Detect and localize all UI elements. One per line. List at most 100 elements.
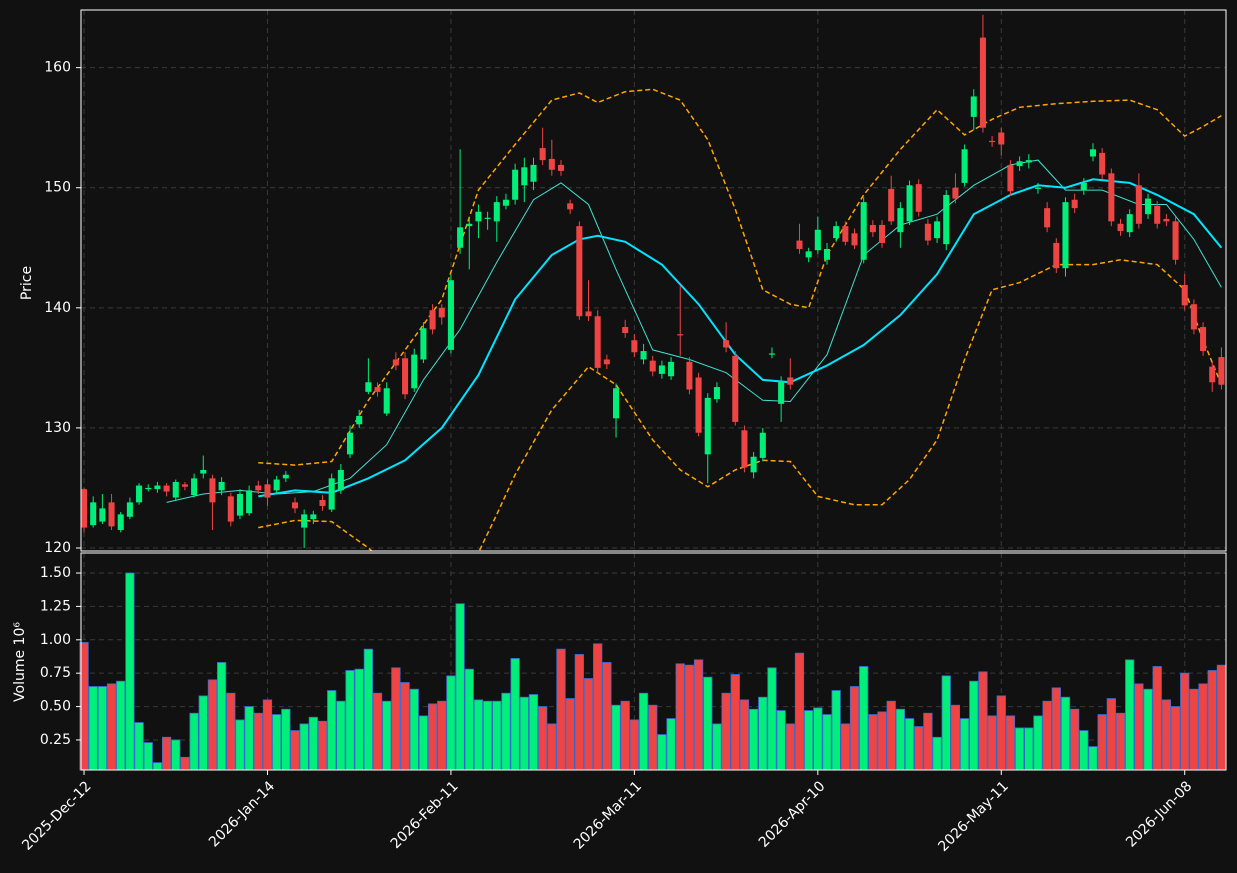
candles bbox=[81, 14, 1225, 548]
candle-body bbox=[1117, 223, 1124, 231]
volume-bar bbox=[1024, 727, 1034, 771]
volume-bar bbox=[106, 683, 117, 771]
candle-body bbox=[567, 203, 574, 210]
candle-body bbox=[420, 328, 427, 360]
volume-bar bbox=[455, 603, 465, 771]
candle-body bbox=[191, 478, 198, 496]
y-tick-label: 140 bbox=[44, 300, 71, 316]
candle-body bbox=[502, 199, 509, 206]
volume-bar bbox=[648, 704, 658, 771]
candle-body bbox=[796, 240, 803, 249]
volume-bar bbox=[510, 658, 520, 771]
candle-body bbox=[658, 365, 665, 374]
volume-bar bbox=[400, 682, 410, 771]
candle-body bbox=[1209, 366, 1216, 383]
candle-body bbox=[1080, 182, 1087, 191]
volume-bar bbox=[372, 692, 383, 771]
volume-bar bbox=[987, 715, 997, 771]
volume-bar bbox=[794, 652, 805, 771]
volume-frame bbox=[80, 552, 1227, 771]
candle-body bbox=[915, 184, 922, 212]
volume-bar bbox=[1033, 715, 1043, 771]
volume-bar bbox=[125, 572, 135, 771]
candle-body bbox=[869, 224, 876, 233]
candle-body bbox=[979, 37, 986, 128]
candle-body bbox=[512, 169, 519, 200]
candle-body bbox=[310, 514, 317, 520]
price-axis-label: Price bbox=[19, 266, 35, 300]
candle-body bbox=[530, 164, 537, 182]
volume-bar bbox=[849, 686, 860, 771]
candle-body bbox=[1163, 218, 1170, 222]
candle-body bbox=[613, 388, 620, 419]
volume-bar bbox=[840, 723, 850, 771]
candle-body bbox=[99, 508, 106, 522]
volume-bar bbox=[528, 694, 539, 771]
volume-bar bbox=[1088, 746, 1098, 771]
volume-bar bbox=[216, 662, 227, 771]
candle-body bbox=[778, 381, 785, 404]
candle-body bbox=[961, 149, 968, 183]
candle-body bbox=[888, 188, 895, 222]
candle-body bbox=[392, 359, 399, 366]
volume-bar bbox=[1143, 688, 1153, 771]
volume-bar bbox=[327, 690, 337, 771]
candle-body bbox=[402, 358, 409, 395]
volume-bar bbox=[299, 723, 309, 771]
volume-bar bbox=[437, 700, 447, 771]
candle-body bbox=[521, 167, 528, 186]
candle-body bbox=[750, 456, 757, 473]
candle-body bbox=[493, 202, 500, 222]
candle-body bbox=[723, 340, 730, 348]
candle-body bbox=[879, 224, 886, 243]
volume-bar bbox=[418, 715, 429, 771]
volume-bar bbox=[748, 708, 759, 771]
candle-body bbox=[145, 487, 152, 490]
candle-body bbox=[1172, 221, 1179, 260]
volume-bar bbox=[602, 662, 612, 771]
candle-body bbox=[576, 226, 583, 317]
candle-body bbox=[851, 233, 858, 246]
volume-bar bbox=[629, 719, 639, 771]
candle-body bbox=[90, 502, 97, 526]
candle-body bbox=[1044, 208, 1051, 228]
candle-body bbox=[126, 502, 133, 517]
volume-bar bbox=[959, 718, 970, 771]
candle-body bbox=[209, 478, 216, 503]
volume-bar bbox=[831, 690, 841, 771]
volume-bar bbox=[1152, 666, 1162, 771]
candle-body bbox=[741, 430, 748, 468]
candle-body bbox=[383, 388, 390, 414]
volume-bar bbox=[409, 688, 419, 771]
candle-body bbox=[1126, 214, 1133, 233]
candle-body bbox=[447, 280, 454, 350]
volume-bar bbox=[198, 695, 208, 771]
volume-bar bbox=[446, 675, 456, 771]
volume-bar bbox=[703, 676, 713, 771]
y-tick-label: 0.25 bbox=[40, 732, 71, 748]
candle-body bbox=[117, 514, 124, 530]
candle-body bbox=[319, 499, 326, 506]
volume-bar bbox=[97, 686, 107, 771]
candle-body bbox=[227, 496, 234, 522]
volume-bar bbox=[923, 712, 933, 771]
candle-body bbox=[713, 387, 720, 400]
volume-bar bbox=[1106, 698, 1116, 771]
volume-bar bbox=[88, 686, 98, 771]
candle-body bbox=[970, 96, 977, 117]
volume-bar bbox=[1115, 712, 1126, 771]
volume-bar bbox=[941, 675, 951, 771]
overlay-line bbox=[258, 88, 1222, 466]
volume-bar bbox=[932, 736, 942, 771]
y-tick-label: 1.25 bbox=[40, 598, 71, 614]
candle-body bbox=[897, 208, 904, 233]
candle-body bbox=[365, 382, 372, 392]
volume-bar bbox=[116, 680, 126, 771]
volume-bar bbox=[382, 700, 392, 771]
volume-bar bbox=[574, 654, 584, 771]
candle-body bbox=[924, 223, 931, 241]
volume-bar bbox=[611, 704, 621, 771]
candle-body bbox=[1007, 164, 1014, 192]
volume-bar bbox=[1097, 714, 1107, 771]
